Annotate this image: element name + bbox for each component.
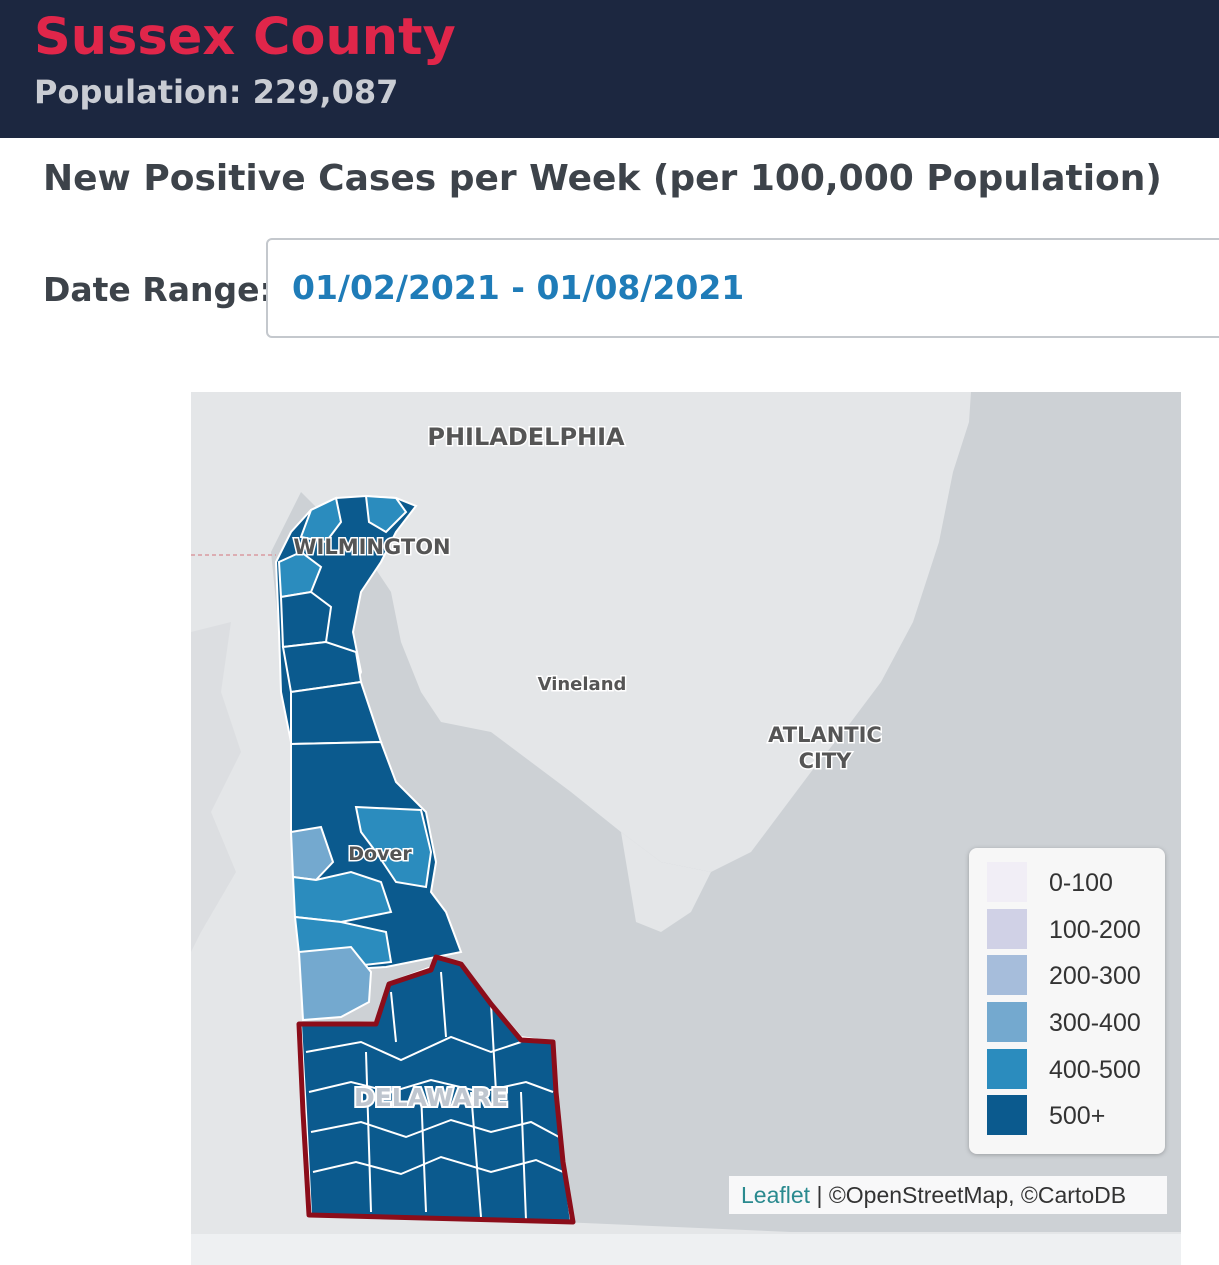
date-range-input[interactable]: 01/02/2021 - 01/08/2021: [266, 238, 1219, 338]
map-bottom-strip: [191, 1234, 1181, 1265]
legend-label: 300-400: [1049, 1009, 1141, 1037]
label-vineland: Vineland: [538, 674, 627, 695]
attribution-credits: ©OpenStreetMap, ©CartoDB: [828, 1182, 1127, 1208]
legend-item: 400-500: [987, 1049, 1157, 1089]
legend-swatch: [987, 1095, 1027, 1135]
sussex-zone-lines: [305, 971, 564, 1221]
label-city: CITY: [799, 749, 853, 773]
legend-item: 200-300: [987, 955, 1157, 995]
legend-label: 200-300: [1049, 962, 1141, 990]
new-castle-zone-d[interactable]: [279, 590, 333, 649]
legend-swatch: [987, 955, 1027, 995]
date-range-label: Date Range:: [43, 270, 273, 309]
map-canvas[interactable]: PHILADELPHIA WILMINGTON Vineland ATLANTI…: [191, 392, 1181, 1265]
new-castle-zone-b[interactable]: [364, 494, 408, 534]
kent-zone-a[interactable]: [354, 805, 433, 889]
legend-label: 100-200: [1049, 916, 1141, 944]
population-text: Population: 229,087: [34, 73, 399, 111]
land-area-chesapeake: [191, 622, 241, 952]
legend-swatch: [987, 1049, 1027, 1089]
kent-zone-e[interactable]: [297, 945, 373, 1022]
label-philadelphia: PHILADELPHIA: [427, 423, 625, 451]
legend-swatch: [987, 862, 1027, 902]
legend-item: 0-100: [987, 862, 1157, 902]
county-header: Sussex County Population: 229,087: [0, 0, 1219, 138]
legend-label: 0-100: [1049, 869, 1113, 897]
kent-zone-c[interactable]: [291, 870, 393, 924]
legend-item: 300-400: [987, 1002, 1157, 1042]
label-delaware: DELAWARE: [354, 1083, 508, 1112]
county-name: Sussex County: [34, 8, 456, 67]
new-castle-zone-a[interactable]: [299, 496, 343, 544]
label-atlantic: ATLANTIC: [768, 723, 882, 747]
label-wilmington: WILMINGTON: [293, 535, 450, 559]
legend-item: 100-200: [987, 909, 1157, 949]
new-castle-zone-c[interactable]: [277, 550, 323, 599]
legend-item: 500+: [987, 1095, 1157, 1135]
choropleth-map[interactable]: PHILADELPHIA WILMINGTON Vineland ATLANTI…: [191, 392, 1181, 1265]
leaflet-link[interactable]: Leaflet: [741, 1182, 811, 1208]
new-castle-zone-e[interactable]: [281, 640, 363, 694]
chart-title: New Positive Cases per Week (per 100,000…: [43, 158, 1162, 199]
label-dover: Dover: [348, 843, 412, 865]
map-legend: 0-100 100-200 200-300 300-400 400-500 50…: [969, 848, 1165, 1154]
attribution-separator: |: [810, 1182, 829, 1208]
legend-label: 500+: [1049, 1102, 1106, 1130]
legend-label: 400-500: [1049, 1056, 1141, 1084]
selected-county-outline: [296, 954, 576, 1225]
kent-zone-b[interactable]: [289, 825, 335, 882]
map-attribution: Leaflet | ©OpenStreetMap, ©CartoDB: [729, 1176, 1167, 1214]
land-area-nj-south: [621, 832, 711, 932]
legend-swatch: [987, 1002, 1027, 1042]
legend-swatch: [987, 909, 1027, 949]
land-area-west: [191, 392, 971, 1192]
